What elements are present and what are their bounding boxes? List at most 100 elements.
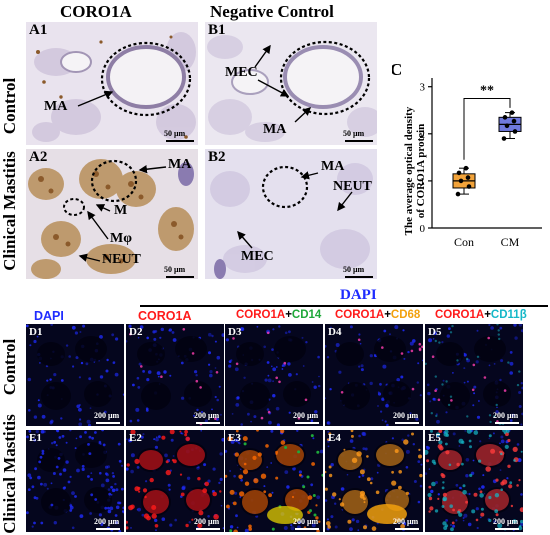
row-label-clinical-mastitis-fluor: Clinical Mastitis — [0, 414, 19, 534]
panel-b2: B2 MA NEUT MEC 50 μm — [205, 149, 377, 279]
scale-bar-label: 200 μm — [194, 517, 220, 526]
panel-e4: E4 200 μm — [325, 430, 423, 532]
scale-bar-label: 50 μm — [343, 265, 365, 274]
annotation-neut: NEUT — [333, 179, 372, 194]
panel-e5: E5 200 μm — [425, 430, 523, 532]
fluorescence-image-d3 — [225, 324, 323, 426]
panel-label-a1: A1 — [29, 22, 48, 38]
box-plot: 0 1 2 3 Con CM ** — [420, 78, 542, 249]
data-point — [509, 110, 515, 115]
panel-label-e4: E4 — [328, 432, 341, 444]
panel-d5: D5 200 μm — [425, 324, 523, 426]
data-point — [501, 136, 507, 141]
panel-label-d3: D3 — [228, 326, 242, 338]
fluorescence-image-d5 — [425, 324, 523, 426]
fluor-header-d1: DAPI — [34, 309, 64, 323]
scale-bar — [295, 422, 319, 424]
panel-e3: E3 200 μm — [225, 430, 323, 532]
panel-label-e2: E2 — [129, 432, 142, 444]
scale-bar — [295, 528, 319, 530]
scale-bar — [96, 422, 120, 424]
panel-a2: A2 MA M Mφ NEUT 50 μm — [26, 149, 198, 279]
panel-c-chart: C The average optical density of CORO1A … — [392, 60, 548, 288]
annotation-neut: NEUT — [102, 252, 141, 267]
header-negative-control: Negative Control — [210, 2, 334, 21]
fluor-header-segment: CORO1A — [236, 309, 286, 321]
panel-label-e5: E5 — [428, 432, 441, 444]
fluor-header-d2: CORO1A — [138, 309, 191, 323]
panel-d3: D3 200 μm — [225, 324, 323, 426]
panel-e2: E2 200 μm — [126, 430, 224, 532]
scale-bar-label: 50 μm — [164, 129, 186, 138]
annotation-ma: MA — [168, 157, 192, 172]
scale-bar-label: 200 μm — [393, 411, 419, 420]
scale-bar-label: 200 μm — [293, 517, 319, 526]
data-point — [458, 178, 464, 184]
scale-bar-label: 200 μm — [293, 411, 319, 420]
annotation-mec: MEC — [241, 249, 274, 264]
annotation-mec: MEC — [225, 65, 258, 80]
header-coro1a: CORO1A — [60, 2, 132, 21]
header-dapi-group: DAPI — [340, 287, 377, 303]
fluorescence-image-e1 — [26, 430, 124, 532]
fluor-header-segment: DAPI — [34, 309, 64, 323]
data-point — [504, 123, 510, 129]
scale-bar — [345, 140, 373, 142]
data-point — [512, 129, 518, 134]
panel-label-e3: E3 — [228, 432, 241, 444]
scale-bar-label: 50 μm — [164, 265, 186, 274]
fluorescence-image-d2 — [126, 324, 224, 426]
scale-bar — [196, 422, 220, 424]
fluor-header-d5: CORO1A+CD11β — [435, 309, 527, 321]
panel-label-d5: D5 — [428, 326, 442, 338]
scale-bar-label: 200 μm — [194, 411, 220, 420]
scale-bar — [166, 276, 194, 278]
scale-bar — [196, 528, 220, 530]
significance-label: ** — [480, 83, 494, 98]
scale-bar-label: 200 μm — [94, 517, 120, 526]
fluorescence-image-e5 — [425, 430, 523, 532]
fluorescence-image-e2 — [126, 430, 224, 532]
panel-label-b2: B2 — [208, 149, 226, 165]
panel-e1: E1 200 μm — [26, 430, 124, 532]
data-point — [465, 175, 471, 180]
fluorescence-image-d4 — [325, 324, 423, 426]
y-tick-label: 0 — [420, 223, 426, 235]
y-tick-label: 2 — [420, 129, 426, 141]
fluor-header-segment: CD68 — [390, 309, 421, 321]
annotation-m: M — [114, 203, 128, 218]
panel-label-b1: B1 — [208, 22, 226, 38]
scale-bar-label: 200 μm — [94, 411, 120, 420]
histology-a1 — [26, 22, 198, 145]
fluor-header-segment: CD11β — [490, 309, 527, 321]
fluor-header-segment: + — [484, 309, 491, 321]
fluorescence-image-e4 — [325, 430, 423, 532]
fluor-header-d3: CORO1A+CD14 — [236, 309, 321, 321]
y-tick-label: 1 — [420, 176, 426, 188]
scale-bar — [395, 422, 419, 424]
scale-bar-label: 200 μm — [493, 411, 519, 420]
significance-bracket — [463, 97, 511, 160]
scale-bar — [495, 528, 519, 530]
scale-bar — [395, 528, 419, 530]
fluor-header-segment: CD14 — [291, 309, 322, 321]
x-tick-label: Con — [454, 235, 474, 249]
panel-a1: A1 MA 50 μm — [26, 22, 198, 145]
data-point — [463, 165, 469, 171]
fluorescence-image-e3 — [225, 430, 323, 532]
panel-d2: D2 200 μm — [126, 324, 224, 426]
fluor-header-segment: + — [384, 309, 391, 321]
scale-bar — [166, 140, 194, 142]
panel-label-d4: D4 — [328, 326, 342, 338]
data-point — [511, 118, 517, 124]
group-bracket-line — [140, 305, 548, 307]
row-label-control: Control — [0, 77, 19, 135]
annotation-ma: MA — [321, 159, 345, 174]
panel-d1: D1 200 μm — [26, 324, 124, 426]
annotation-ma: MA — [44, 99, 68, 114]
fluor-header-d4: CORO1A+CD68 — [335, 309, 420, 321]
fluor-header-segment: CORO1A — [335, 309, 385, 321]
scale-bar — [495, 422, 519, 424]
annotation-ma: MA — [263, 122, 287, 137]
